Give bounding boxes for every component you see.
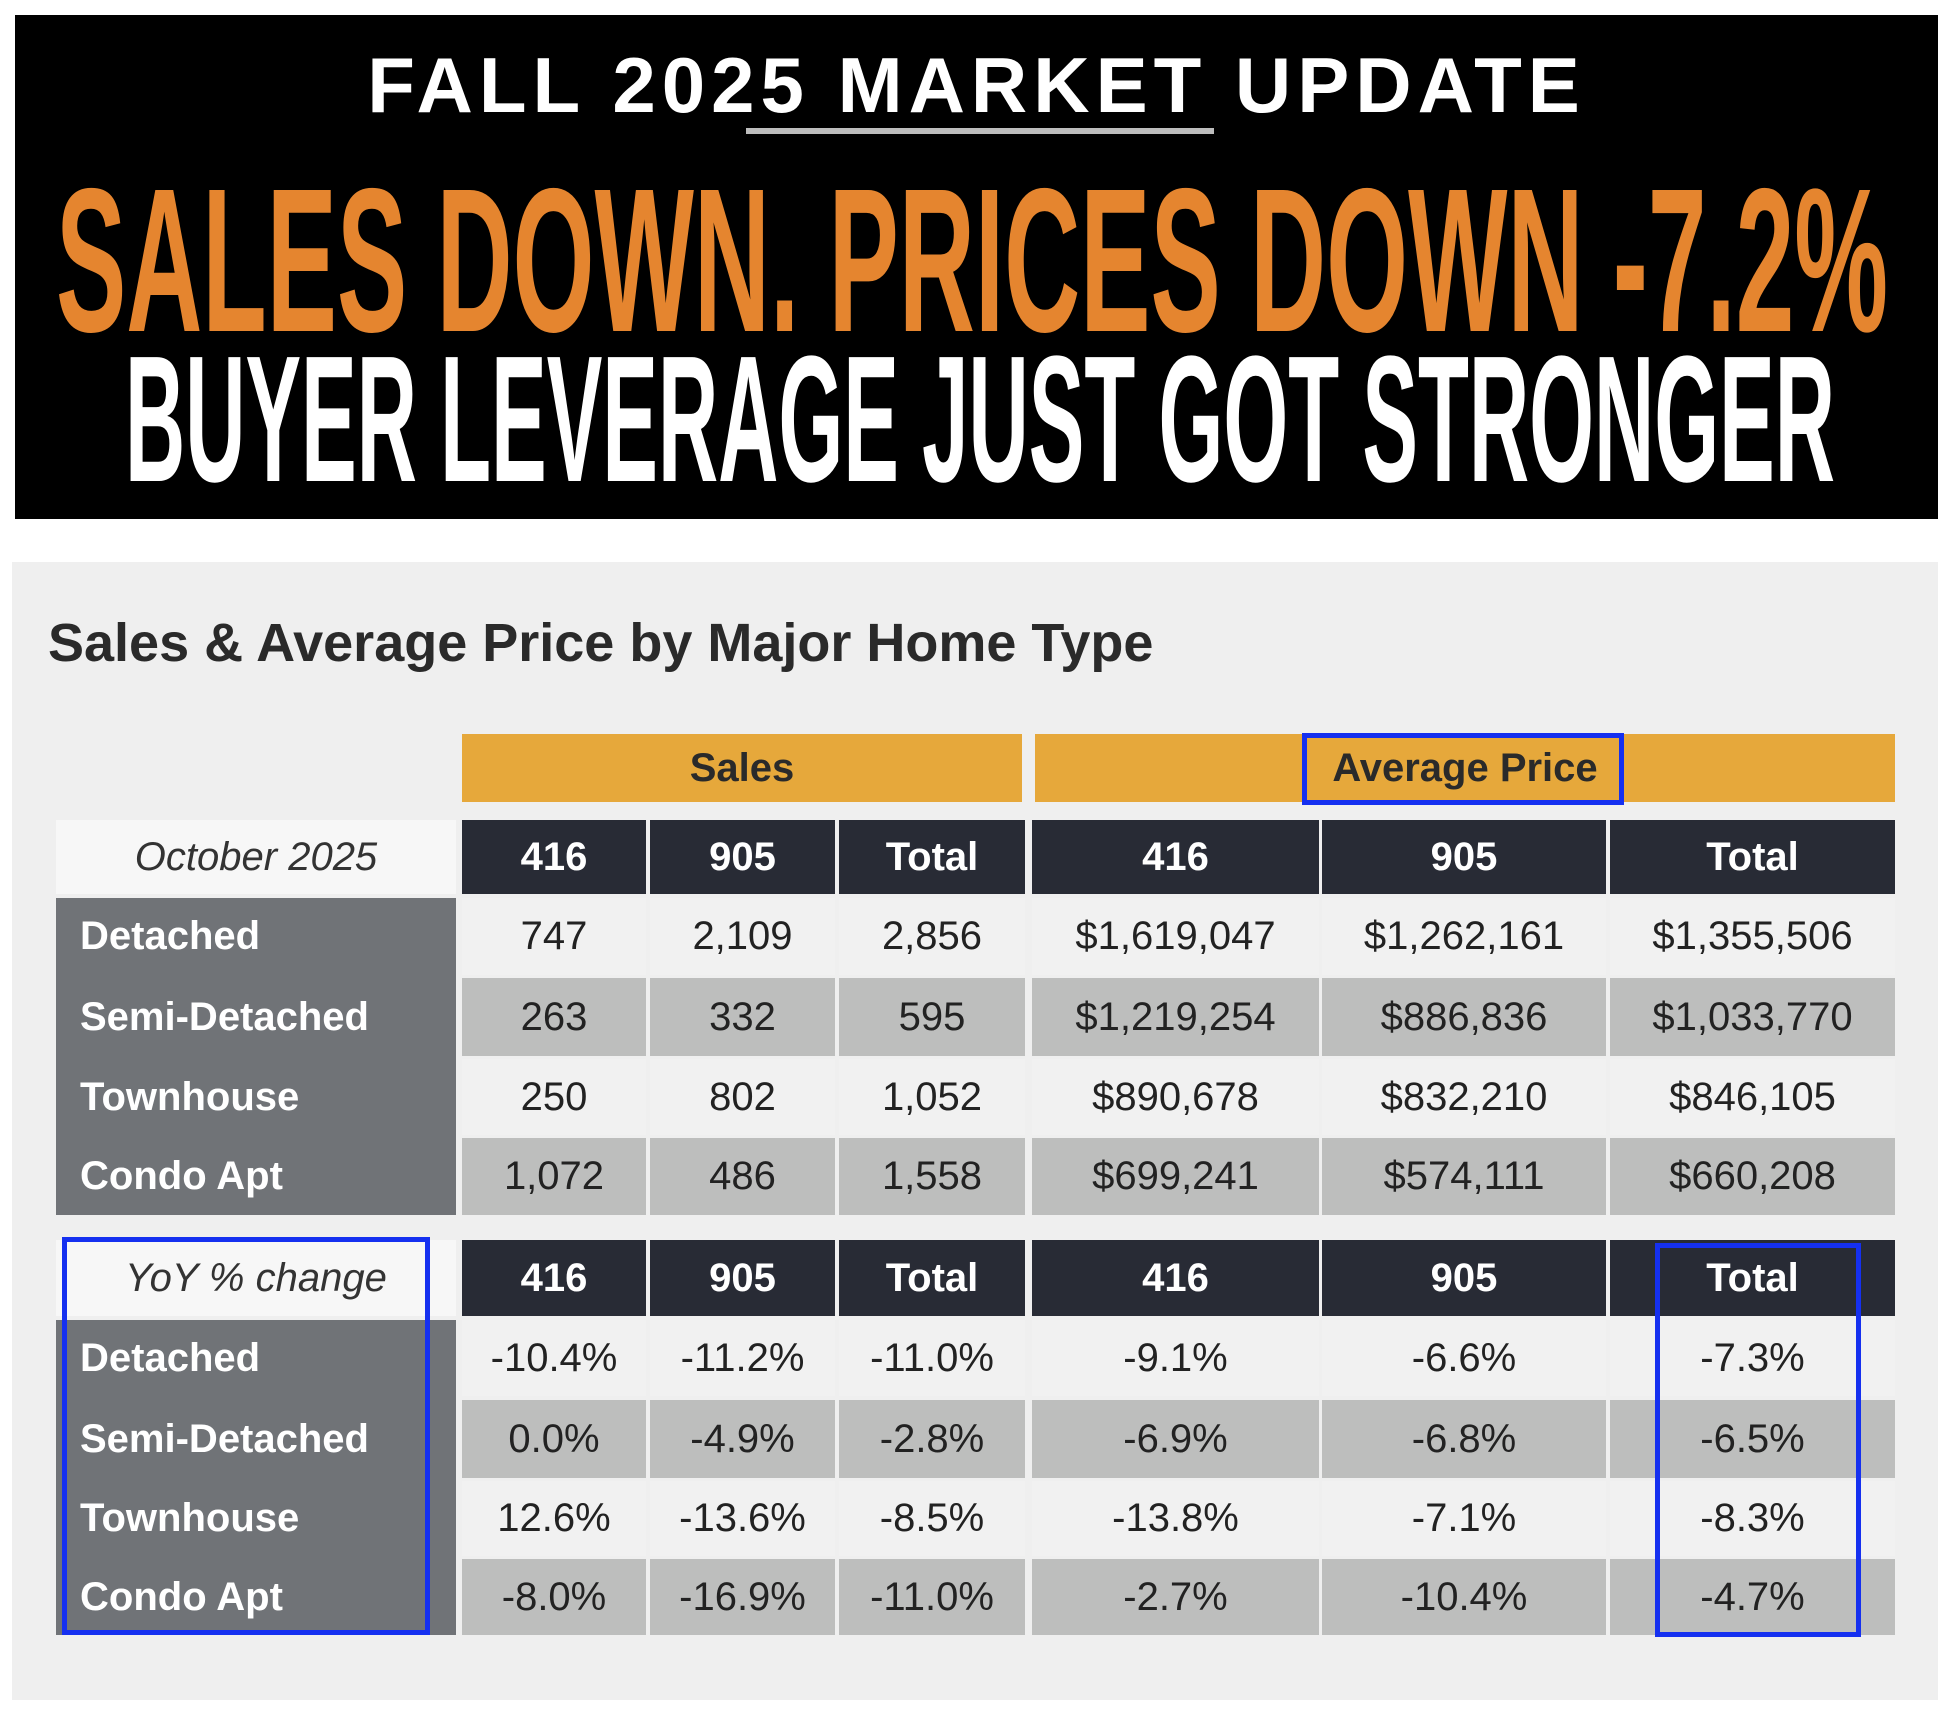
- row-label: Condo Apt: [80, 1154, 283, 1198]
- table-cell: -8.5%: [839, 1481, 1025, 1556]
- table-cell: $1,262,161: [1322, 898, 1606, 975]
- column-header: Total: [1610, 820, 1895, 894]
- table-cell: -10.4%: [462, 1320, 646, 1396]
- table-cell: 0.0%: [462, 1400, 646, 1478]
- table-cell: 2,856: [839, 898, 1025, 975]
- table-cell: -4.7%: [1610, 1559, 1895, 1635]
- section-label: YoY % change: [56, 1240, 456, 1316]
- table-cell: 802: [650, 1059, 835, 1135]
- column-header: 416: [462, 1240, 646, 1316]
- row-label-column: [56, 898, 456, 1215]
- table-cell: -2.7%: [1032, 1559, 1319, 1635]
- table-cell: -16.9%: [650, 1559, 835, 1635]
- table-cell: -7.1%: [1322, 1481, 1606, 1556]
- table-cell: -11.0%: [839, 1320, 1025, 1396]
- table-cell: -9.1%: [1032, 1320, 1319, 1396]
- column-header: 905: [650, 1240, 835, 1316]
- table-cell: $574,111: [1322, 1138, 1606, 1215]
- column-header: 416: [462, 820, 646, 894]
- table-cell: -13.6%: [650, 1481, 835, 1556]
- table-cell: -10.4%: [1322, 1559, 1606, 1635]
- table-title: Sales & Average Price by Major Home Type: [48, 613, 1154, 673]
- banner-subhead: BUYER LEVERAGE JUST GOT STRONGER: [125, 319, 1835, 519]
- table-cell: $1,033,770: [1610, 978, 1895, 1056]
- table-cell: -13.8%: [1032, 1481, 1319, 1556]
- column-header: Total: [839, 1240, 1025, 1316]
- table-cell: -6.9%: [1032, 1400, 1319, 1478]
- table-cell: -2.8%: [839, 1400, 1025, 1478]
- column-header: 905: [650, 820, 835, 894]
- banner-kicker: FALL 2025 MARKET UPDATE: [367, 41, 1586, 129]
- table-cell: $846,105: [1610, 1059, 1895, 1135]
- table-cell: 332: [650, 978, 835, 1056]
- column-header: 905: [1322, 820, 1606, 894]
- table-cell: 486: [650, 1138, 835, 1215]
- table-cell: -6.8%: [1322, 1400, 1606, 1478]
- section-label: October 2025: [56, 820, 456, 894]
- table-cell: $1,355,506: [1610, 898, 1895, 975]
- table-cell: $1,619,047: [1032, 898, 1319, 975]
- table-cell: 12.6%: [462, 1481, 646, 1556]
- table-cell: $699,241: [1032, 1138, 1319, 1215]
- row-label: Condo Apt: [80, 1574, 283, 1619]
- table-cell: -8.3%: [1610, 1481, 1895, 1556]
- row-label: Detached: [80, 914, 261, 958]
- table-cell: $890,678: [1032, 1059, 1319, 1135]
- table-cell: 747: [462, 898, 646, 975]
- table-cell: $660,208: [1610, 1138, 1895, 1215]
- table-cell: $886,836: [1322, 978, 1606, 1056]
- column-header: 416: [1032, 1240, 1319, 1316]
- title-banner: SALES DOWN. PRICES DOWN -7.2% BUYER LEVE…: [15, 15, 1938, 519]
- row-label: Townhouse: [80, 1496, 300, 1540]
- table-cell: 250: [462, 1059, 646, 1135]
- table-cell: -7.3%: [1610, 1320, 1895, 1396]
- group-header-average-price: Average Price: [1035, 734, 1895, 802]
- table-cell: 1,558: [839, 1138, 1025, 1215]
- column-header: Total: [1610, 1240, 1895, 1316]
- banner-headline: SALES DOWN. PRICES DOWN -7.2%: [56, 146, 1888, 375]
- table-cell: -4.9%: [650, 1400, 835, 1478]
- row-label: Semi-Detached: [80, 994, 369, 1039]
- table-cell: -11.2%: [650, 1320, 835, 1396]
- row-label: Townhouse: [80, 1074, 300, 1119]
- row-label-column: [56, 1320, 456, 1635]
- table-cell: -6.5%: [1610, 1400, 1895, 1478]
- table-cell: -8.0%: [462, 1559, 646, 1635]
- table-cell: -6.6%: [1322, 1320, 1606, 1396]
- banner-graphic: SALES DOWN. PRICES DOWN -7.2% BUYER LEVE…: [56, 146, 1888, 519]
- row-label: Semi-Detached: [80, 1416, 369, 1461]
- column-header: Total: [839, 820, 1025, 894]
- table-cell: 2,109: [650, 898, 835, 975]
- table-cell: $1,219,254: [1032, 978, 1319, 1056]
- table-cell: 1,052: [839, 1059, 1025, 1135]
- column-header: 905: [1322, 1240, 1606, 1316]
- table-cell: 263: [462, 978, 646, 1056]
- group-header-sales: Sales: [462, 734, 1022, 802]
- table-cell: 595: [839, 978, 1025, 1056]
- column-header: 416: [1032, 820, 1319, 894]
- table-cell: 1,072: [462, 1138, 646, 1215]
- table-cell: $832,210: [1322, 1059, 1606, 1135]
- table-cell: -11.0%: [839, 1559, 1025, 1635]
- row-label: Detached: [80, 1335, 261, 1380]
- kicker-divider: [746, 128, 1214, 134]
